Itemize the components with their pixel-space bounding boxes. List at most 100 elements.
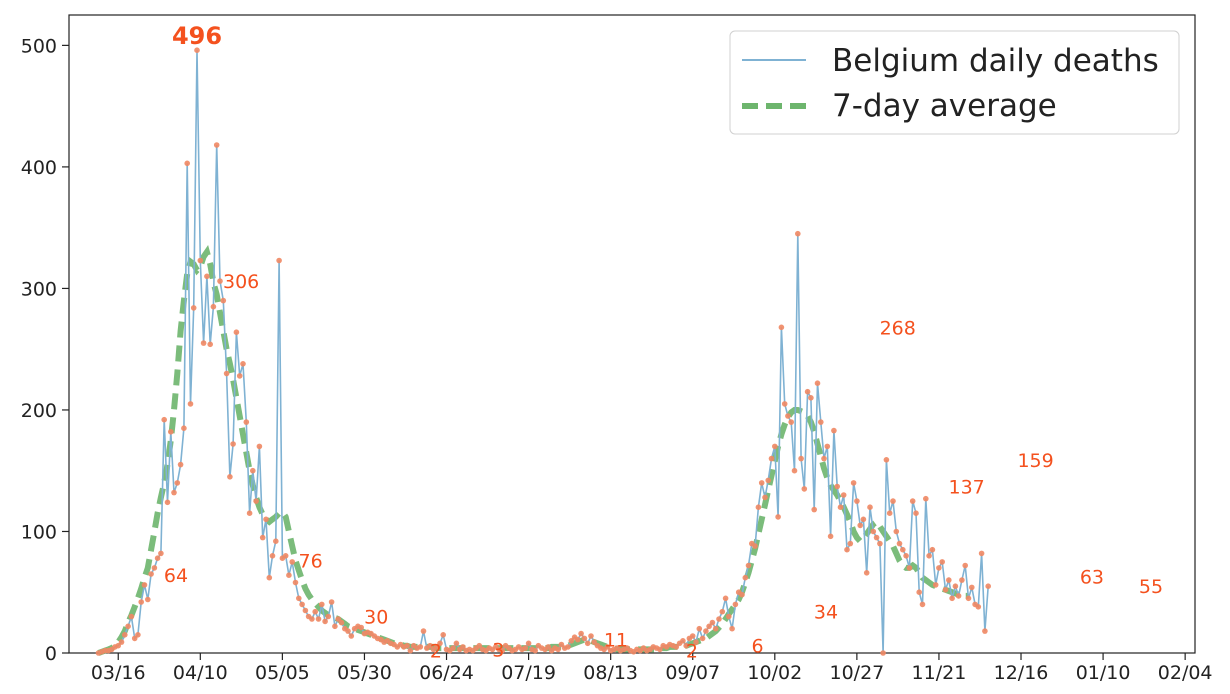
data-point [433, 644, 440, 650]
data-point [296, 595, 302, 602]
data-point [909, 498, 916, 504]
data-point [315, 616, 322, 622]
data-point [282, 553, 289, 559]
data-point [709, 619, 716, 626]
data-point [122, 632, 128, 638]
data-point [847, 540, 854, 547]
legend: Belgium daily deaths 7-day average [729, 30, 1180, 135]
data-point [568, 638, 575, 644]
x-tick-label: 12/16 [994, 662, 1049, 684]
x-tick-label: 04/10 [173, 662, 228, 684]
data-point [358, 624, 365, 631]
x-tick-label: 08/13 [583, 662, 638, 684]
data-point [460, 644, 466, 650]
data-point [200, 340, 207, 346]
legend-label-daily-deaths: Belgium daily deaths [832, 43, 1159, 79]
data-point [952, 583, 959, 589]
data-point [801, 486, 808, 492]
data-point [699, 635, 706, 642]
y-tick-label: 400 [21, 157, 57, 179]
data-point [850, 480, 857, 486]
data-point [886, 510, 893, 516]
x-tick-label: 01/10 [1076, 662, 1131, 684]
data-label: 63 [1080, 566, 1104, 588]
data-point [742, 574, 749, 581]
data-point [240, 361, 246, 367]
data-point [181, 425, 187, 432]
data-point [804, 388, 811, 395]
data-point [949, 595, 955, 602]
data-point [890, 498, 896, 504]
data-point [233, 329, 240, 336]
y-tick-label: 100 [21, 521, 57, 543]
data-point [837, 504, 844, 511]
data-point [795, 230, 801, 237]
data-point [581, 635, 588, 642]
data-point [831, 427, 837, 434]
data-point [689, 633, 696, 639]
data-point [207, 341, 213, 348]
data-point [299, 601, 305, 608]
data-point [558, 641, 565, 648]
data-label: 11 [604, 630, 628, 652]
data-point [893, 528, 900, 535]
data-point [978, 550, 985, 557]
data-point [565, 644, 571, 650]
data-point [693, 639, 699, 645]
data-point [115, 642, 121, 649]
data-point [417, 644, 424, 650]
data-label: 268 [880, 317, 916, 339]
data-point [772, 443, 778, 450]
data-point [722, 595, 729, 602]
data-label: 3 [492, 639, 504, 661]
data-point [863, 570, 870, 576]
data-point [703, 628, 709, 634]
data-point [332, 623, 338, 630]
data-point [867, 504, 873, 511]
data-point [545, 644, 552, 650]
data-point [289, 559, 296, 565]
data-point [932, 582, 939, 588]
data-point [883, 457, 890, 463]
data-point [719, 608, 726, 615]
data-point [145, 596, 151, 603]
data-label: 6 [752, 636, 764, 658]
data-point [125, 623, 131, 630]
data-point [322, 618, 328, 625]
data-point [302, 607, 309, 614]
data-point [168, 429, 174, 435]
data-point [243, 419, 250, 425]
data-point [775, 514, 781, 520]
series-layer [95, 47, 991, 656]
data-point [276, 257, 282, 264]
data-point [926, 553, 932, 559]
annotation-layer: 64 496 306 76 30 2 3 11 2 6 34 268 137 159 63 55 [164, 22, 1163, 662]
data-point [673, 644, 680, 650]
data-point [768, 455, 775, 462]
data-point [680, 638, 686, 644]
data-point [808, 395, 814, 401]
data-point [840, 492, 847, 498]
data-label: 76 [299, 551, 323, 573]
data-point [325, 613, 332, 620]
data-point [194, 47, 200, 53]
data-point [959, 577, 965, 583]
data-point [818, 419, 824, 425]
data-point [880, 650, 886, 656]
data-point [532, 647, 538, 654]
data-point [962, 562, 968, 569]
data-point [118, 639, 125, 645]
data-point [328, 599, 335, 605]
data-point [253, 498, 259, 504]
data-point [522, 645, 529, 651]
data-point [896, 540, 903, 547]
data-point [338, 619, 345, 626]
data-point [437, 640, 443, 647]
data-point [706, 623, 712, 630]
data-point [696, 625, 703, 632]
y-tick-label: 0 [45, 643, 57, 665]
data-point [739, 591, 745, 598]
data-point [236, 373, 243, 379]
x-tick-label: 02/04 [1158, 662, 1213, 684]
data-point [128, 613, 135, 620]
